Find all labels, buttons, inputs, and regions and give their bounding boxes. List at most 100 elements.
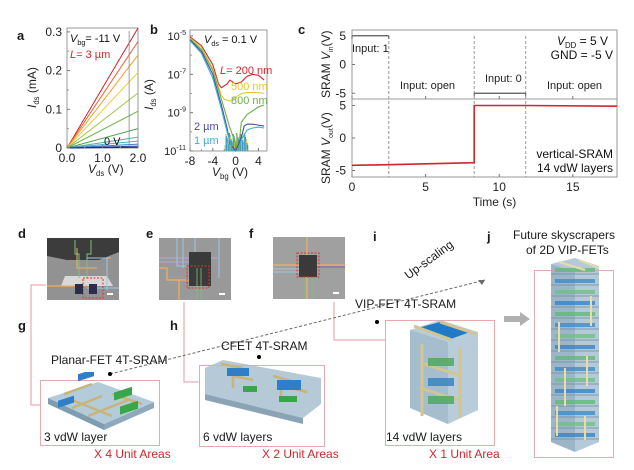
chart-c-xlabel: Time (s) bbox=[473, 195, 517, 209]
chart-c-top-ytick-label: 0 bbox=[339, 58, 346, 72]
chart-b-xtick-label: -4 bbox=[207, 154, 218, 168]
chart-b-annotation-vds: Vds = 0.1 V bbox=[204, 34, 258, 48]
skyscraper-layer bbox=[555, 301, 595, 305]
chart-a-xtick-label: 2.0 bbox=[130, 151, 147, 165]
micrograph-f-drawing bbox=[273, 237, 345, 299]
chart-a-xtick-label: 0.0 bbox=[59, 151, 76, 165]
chart-b-label-800nm: 800 nm bbox=[231, 95, 268, 107]
planar-fet-area: X 4 Unit Areas bbox=[94, 447, 171, 461]
micrograph-e bbox=[159, 238, 231, 300]
chart-c-input-label: Input: 0 bbox=[485, 73, 522, 85]
chart-c-top-ytick-label: -5 bbox=[335, 86, 346, 100]
panel-label-a: a bbox=[17, 28, 25, 43]
chart-a-annotation-L: L= 3 µm bbox=[70, 49, 110, 61]
panel-label-e: e bbox=[146, 226, 154, 241]
chart-a-ytick-label: 0.2 bbox=[45, 64, 62, 78]
skyscraper-title-2: of 2D VIP-FETs bbox=[526, 243, 609, 257]
vip-fet-layers: 14 vdW layers bbox=[386, 430, 463, 444]
skyscraper-layer bbox=[555, 279, 595, 283]
chart-a-annotation-0v: 0 V bbox=[104, 136, 121, 148]
panel-label-d: d bbox=[18, 226, 26, 241]
skyscraper-layer bbox=[555, 312, 595, 316]
vip-fet-area: X 1 Unit Area bbox=[429, 447, 500, 461]
chart-b-xtick-label: -8 bbox=[185, 154, 196, 168]
chart-b-ylabel: Ids (A) bbox=[142, 79, 158, 110]
vip-fet-title: VIP-FET 4T-SRAM bbox=[355, 297, 457, 311]
chart-c-annotation-layers: 14 vdW layers bbox=[537, 161, 613, 175]
skyscraper-layer bbox=[555, 323, 595, 327]
planar-fet-title: Planar-FET 4T-SRAM bbox=[51, 353, 168, 367]
chart-a-ytick-label: 0.1 bbox=[45, 102, 62, 116]
skyscraper-layer bbox=[555, 290, 595, 294]
chart-a: 0 0.1 0.2 0.3 0.0 1.0 2.0 Vbg= -11 V L= 3 µm 0 V V… bbox=[25, 25, 147, 178]
skyscraper-layer bbox=[555, 334, 595, 338]
panel-label-i: i bbox=[373, 229, 377, 244]
chart-b-label-500nm: 500 nm bbox=[231, 81, 268, 93]
skyscraper-title-1: Future skyscrapers bbox=[513, 228, 616, 242]
skyscraper-layer bbox=[555, 422, 595, 426]
skyscraper-layer bbox=[555, 411, 595, 415]
chart-b-label-200nm: L= 200 nm bbox=[220, 65, 272, 77]
skyscraper-layer bbox=[555, 389, 595, 393]
chart-c-xtick-label: 5 bbox=[422, 180, 429, 194]
chart-c-bottom-ytick-label: 5 bbox=[339, 99, 346, 113]
micrograph-d-drawing bbox=[47, 238, 119, 299]
chart-b-label-2um: 2 µm bbox=[194, 121, 219, 133]
chart-b-xtick-label: 0 bbox=[232, 154, 239, 168]
chart-a-ytick-label: 0.3 bbox=[45, 25, 62, 39]
chart-c-annotation-vdd: VDD = 5 V bbox=[557, 34, 608, 50]
chart-c-top-ytick-label: 5 bbox=[339, 29, 346, 43]
panel-label-c: c bbox=[298, 22, 306, 37]
skyscraper-layer bbox=[555, 356, 595, 360]
chart-b-ytick-label: 10-7 bbox=[168, 68, 187, 81]
connector-f-to-i bbox=[333, 302, 386, 341]
skyscraper-layers bbox=[551, 268, 599, 440]
chart-b-series-line bbox=[189, 36, 265, 89]
chart-a-series-line bbox=[66, 110, 139, 149]
chart-c-top-ylabel: SRAM Vin(V) bbox=[319, 31, 335, 98]
chart-a-series-line bbox=[66, 54, 139, 149]
chart-a-series-line bbox=[66, 92, 139, 149]
chart-b-xtick-label: 4 bbox=[255, 154, 262, 168]
chart-c-bottom-ytick-label: -5 bbox=[335, 164, 346, 178]
chart-c-vout-line bbox=[351, 104, 618, 167]
chart-b-series-line bbox=[189, 37, 265, 102]
chart-b-series-line bbox=[189, 38, 265, 152]
chart-b-ytick-label: 10-5 bbox=[168, 30, 187, 43]
skyscraper-layer bbox=[555, 268, 595, 272]
chart-a-series-line bbox=[66, 140, 139, 149]
panel-label-f: f bbox=[249, 226, 254, 241]
chart-c-annotation-gnd: GND = -5 V bbox=[551, 48, 613, 62]
planar-fet-render bbox=[48, 372, 154, 430]
cfet-area: X 2 Unit Areas bbox=[262, 447, 339, 461]
chart-a-xlabel: Vds (V) bbox=[88, 162, 124, 178]
panel-label-g: g bbox=[18, 318, 26, 333]
chart-b-ytick-label: 10-9 bbox=[168, 107, 187, 120]
micrograph-e-drawing bbox=[159, 238, 225, 300]
chart-a-xtick-label: 1.0 bbox=[94, 151, 111, 165]
chart-c-input-label: Input: open bbox=[547, 80, 602, 92]
panel-label-h: h bbox=[170, 318, 178, 333]
cfet-box bbox=[199, 365, 325, 447]
chart-c-xtick-label: 15 bbox=[566, 180, 580, 194]
skyscraper-render bbox=[551, 258, 600, 452]
chart-a-series-line bbox=[66, 72, 139, 149]
dot-h bbox=[257, 355, 261, 359]
chart-c-frame bbox=[351, 29, 618, 178]
upscaling-dashed-line bbox=[109, 279, 486, 375]
chart-b: 10-5 10-7 10-9 10-11-8 -4 0 4 Vds = 0.1 V L= 200… bbox=[142, 29, 272, 181]
planar-fet-layers: 3 vdW layer bbox=[44, 430, 108, 444]
chart-a-series-line bbox=[66, 128, 139, 149]
chart-a-ytick-label: 0 bbox=[55, 141, 62, 155]
chart-a-series-line bbox=[66, 136, 139, 149]
dot-g bbox=[108, 372, 112, 376]
chart-c-bottom-ytick-label: 0 bbox=[339, 131, 346, 145]
vip-fet-render bbox=[410, 320, 478, 424]
chart-a-ylabel: Ids (mA) bbox=[25, 67, 41, 108]
cfet-render bbox=[205, 360, 321, 424]
chart-c-bottom-ylabel: SRAM Vout(V) bbox=[319, 112, 335, 184]
planar-fet-box bbox=[40, 380, 160, 446]
chart-b-xlabel: Vbg (V) bbox=[212, 165, 248, 181]
skyscraper-layer bbox=[555, 400, 595, 404]
skyscraper-layer bbox=[555, 378, 595, 382]
